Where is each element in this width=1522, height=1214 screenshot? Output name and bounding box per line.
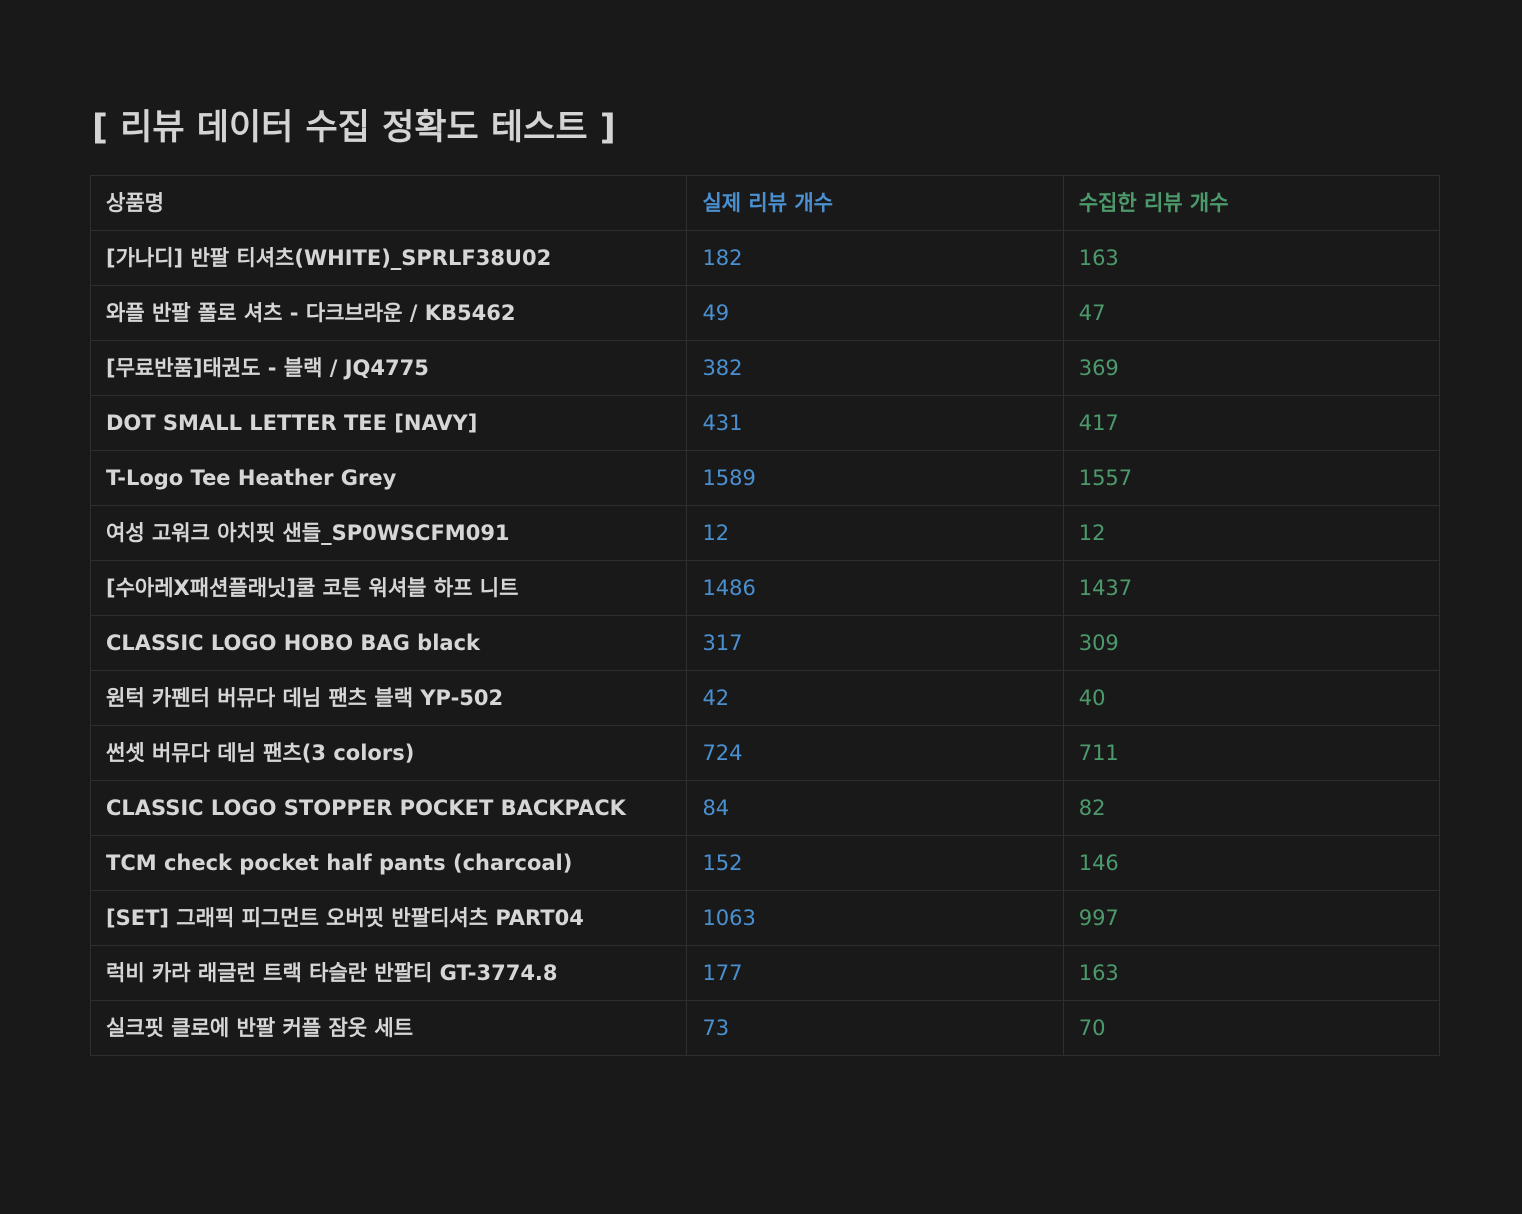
cell-product-name[interactable]: 럭비 카라 래글런 트랙 타슬란 반팔티 GT-3774.8 bbox=[89, 945, 688, 1001]
cell-collected-review-count[interactable]: 47 bbox=[1062, 285, 1441, 341]
cell-product-name[interactable]: [가나디] 반팔 티셔츠(WHITE)_SPRLF38U02 bbox=[89, 230, 688, 286]
cell-product-name[interactable]: DOT SMALL LETTER TEE [NAVY] bbox=[89, 395, 688, 451]
table-row: 실크핏 클로에 반팔 커플 잠옷 세트 73 70 bbox=[89, 1000, 1441, 1056]
table-row: 여성 고워크 아치핏 샌들_SP0WSCFM091 12 12 bbox=[89, 505, 1441, 561]
cell-product-name[interactable]: 썬셋 버뮤다 데님 팬츠(3 colors) bbox=[89, 725, 688, 781]
cell-product-name[interactable]: 원턱 카펜터 버뮤다 데님 팬츠 블랙 YP-502 bbox=[89, 670, 688, 726]
cell-collected-review-count[interactable]: 163 bbox=[1062, 230, 1441, 286]
table-row: 썬셋 버뮤다 데님 팬츠(3 colors) 724 711 bbox=[89, 725, 1441, 781]
cell-collected-review-count[interactable]: 70 bbox=[1062, 1000, 1441, 1056]
cell-actual-review-count[interactable]: 152 bbox=[686, 835, 1064, 891]
cell-actual-review-count[interactable]: 382 bbox=[686, 340, 1064, 396]
table-row: 럭비 카라 래글런 트랙 타슬란 반팔티 GT-3774.8 177 163 bbox=[89, 945, 1441, 1001]
page-title: [ 리뷰 데이터 수집 정확도 테스트 ] bbox=[92, 108, 616, 148]
cell-product-name[interactable]: TCM check pocket half pants (charcoal) bbox=[89, 835, 688, 891]
cell-actual-review-count[interactable]: 1063 bbox=[686, 890, 1064, 946]
cell-collected-review-count[interactable]: 12 bbox=[1062, 505, 1441, 561]
cell-collected-review-count[interactable]: 997 bbox=[1062, 890, 1441, 946]
cell-actual-review-count[interactable]: 49 bbox=[686, 285, 1064, 341]
cell-actual-review-count[interactable]: 431 bbox=[686, 395, 1064, 451]
cell-actual-review-count[interactable]: 1589 bbox=[686, 450, 1064, 506]
cell-collected-review-count[interactable]: 417 bbox=[1062, 395, 1441, 451]
cell-actual-review-count[interactable]: 317 bbox=[686, 615, 1064, 671]
cell-collected-review-count[interactable]: 82 bbox=[1062, 780, 1441, 836]
table-row: CLASSIC LOGO HOBO BAG black 317 309 bbox=[89, 615, 1441, 671]
cell-actual-review-count[interactable]: 84 bbox=[686, 780, 1064, 836]
table-row: T-Logo Tee Heather Grey 1589 1557 bbox=[89, 450, 1441, 506]
cell-product-name[interactable]: CLASSIC LOGO HOBO BAG black bbox=[89, 615, 688, 671]
table-row: [무료반품]태권도 - 블랙 / JQ4775 382 369 bbox=[89, 340, 1441, 396]
cell-collected-review-count[interactable]: 369 bbox=[1062, 340, 1441, 396]
table-row: TCM check pocket half pants (charcoal) 15… bbox=[89, 835, 1441, 891]
table-row: [SET] 그래픽 피그먼트 오버핏 반팔티셔츠 PART04 1063 997 bbox=[89, 890, 1441, 946]
header-collected-review-count[interactable]: 수집한 리뷰 개수 bbox=[1062, 175, 1441, 231]
cell-actual-review-count[interactable]: 73 bbox=[686, 1000, 1064, 1056]
table-row: DOT SMALL LETTER TEE [NAVY] 431 417 bbox=[89, 395, 1441, 451]
cell-collected-review-count[interactable]: 40 bbox=[1062, 670, 1441, 726]
cell-actual-review-count[interactable]: 182 bbox=[686, 230, 1064, 286]
cell-product-name[interactable]: [무료반품]태권도 - 블랙 / JQ4775 bbox=[89, 340, 688, 396]
table-row: [수아레X패션플래닛]쿨 코튼 워셔블 하프 니트 1486 1437 bbox=[89, 560, 1441, 616]
header-actual-review-count[interactable]: 실제 리뷰 개수 bbox=[686, 175, 1064, 231]
cell-actual-review-count[interactable]: 12 bbox=[686, 505, 1064, 561]
cell-collected-review-count[interactable]: 146 bbox=[1062, 835, 1441, 891]
table-row: [가나디] 반팔 티셔츠(WHITE)_SPRLF38U02 182 163 bbox=[89, 230, 1441, 286]
table-header-row: 상품명 실제 리뷰 개수 수집한 리뷰 개수 bbox=[89, 175, 1441, 231]
cell-product-name[interactable]: T-Logo Tee Heather Grey bbox=[89, 450, 688, 506]
cell-collected-review-count[interactable]: 711 bbox=[1062, 725, 1441, 781]
cell-collected-review-count[interactable]: 1437 bbox=[1062, 560, 1441, 616]
cell-product-name[interactable]: [수아레X패션플래닛]쿨 코튼 워셔블 하프 니트 bbox=[89, 560, 688, 616]
cell-product-name[interactable]: 실크핏 클로에 반팔 커플 잠옷 세트 bbox=[89, 1000, 688, 1056]
cell-product-name[interactable]: [SET] 그래픽 피그먼트 오버핏 반팔티셔츠 PART04 bbox=[89, 890, 688, 946]
cell-collected-review-count[interactable]: 309 bbox=[1062, 615, 1441, 671]
header-product-name[interactable]: 상품명 bbox=[89, 175, 688, 231]
cell-collected-review-count[interactable]: 163 bbox=[1062, 945, 1441, 1001]
cell-product-name[interactable]: CLASSIC LOGO STOPPER POCKET BACKPACK bbox=[89, 780, 688, 836]
cell-actual-review-count[interactable]: 42 bbox=[686, 670, 1064, 726]
cell-product-name[interactable]: 와플 반팔 폴로 셔츠 - 다크브라운 / KB5462 bbox=[89, 285, 688, 341]
cell-actual-review-count[interactable]: 177 bbox=[686, 945, 1064, 1001]
table-row: 원턱 카펜터 버뮤다 데님 팬츠 블랙 YP-502 42 40 bbox=[89, 670, 1441, 726]
cell-actual-review-count[interactable]: 1486 bbox=[686, 560, 1064, 616]
cell-collected-review-count[interactable]: 1557 bbox=[1062, 450, 1441, 506]
cell-product-name[interactable]: 여성 고워크 아치핏 샌들_SP0WSCFM091 bbox=[89, 505, 688, 561]
review-accuracy-table: 상품명 실제 리뷰 개수 수집한 리뷰 개수 [가나디] 반팔 티셔츠(WHIT… bbox=[89, 175, 1441, 1056]
table-body: [가나디] 반팔 티셔츠(WHITE)_SPRLF38U02 182 163 와플 반… bbox=[89, 230, 1441, 1056]
table-row: 와플 반팔 폴로 셔츠 - 다크브라운 / KB5462 49 47 bbox=[89, 285, 1441, 341]
cell-actual-review-count[interactable]: 724 bbox=[686, 725, 1064, 781]
table-row: CLASSIC LOGO STOPPER POCKET BACKPACK 84 82 bbox=[89, 780, 1441, 836]
